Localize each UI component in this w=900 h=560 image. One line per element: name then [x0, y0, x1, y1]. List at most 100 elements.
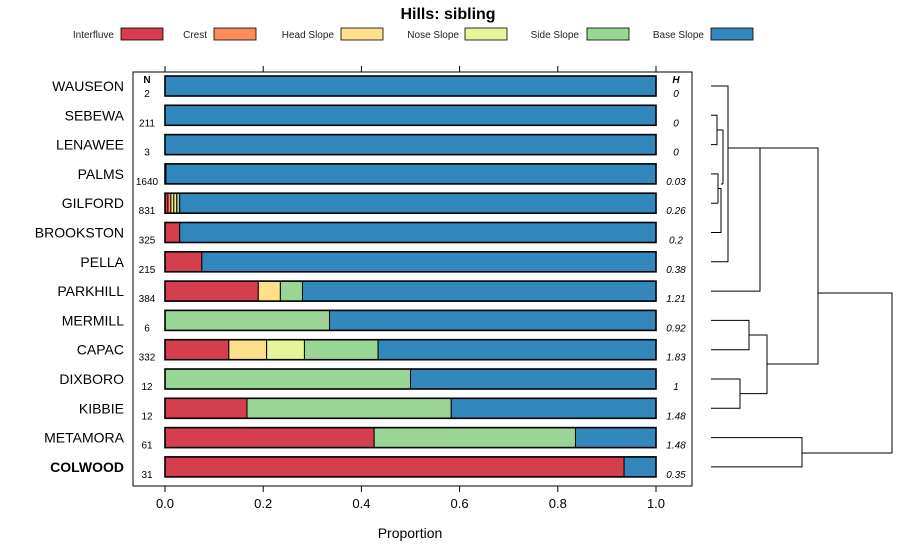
row-n-value: 384	[139, 294, 156, 305]
row-n-value: 831	[139, 206, 156, 217]
bar-row: SEBEWA 211 0	[65, 104, 679, 129]
dendrogram-branch	[711, 114, 718, 146]
row-h-value: 0.35	[666, 470, 686, 481]
row-n-value: 1640	[136, 177, 159, 188]
legend-swatch	[464, 27, 508, 41]
row-n-value: 325	[139, 236, 156, 247]
row-label: SEBEWA	[65, 107, 125, 123]
chart-title: Hills: sibling	[400, 6, 495, 23]
bar-row: BROOKSTON 325 0.2	[35, 221, 683, 247]
x-axis-label: Proportion	[378, 525, 443, 541]
row-n-value: 332	[139, 353, 156, 364]
row-label: KIBBIE	[79, 400, 124, 416]
row-h-value: 1.21	[666, 294, 685, 305]
bar-outline	[164, 280, 657, 302]
row-label: BROOKSTON	[35, 225, 124, 241]
x-tick-label: 1.0	[647, 496, 665, 511]
bar-segment	[164, 397, 248, 419]
n-header: N	[143, 75, 150, 86]
row-h-value: 0	[673, 89, 679, 100]
bar-outline	[164, 456, 657, 478]
row-h-value: 1	[673, 382, 679, 393]
bar-segment	[246, 397, 452, 419]
x-tick-label: 0.6	[451, 496, 469, 511]
bar-segment	[257, 280, 281, 302]
row-label: COLWOOD	[50, 459, 124, 475]
x-tick-label: 0.2	[254, 496, 272, 511]
bar-segment	[373, 427, 576, 449]
dendrogram-branch	[717, 129, 724, 184]
legend-label: Head Slope	[282, 30, 335, 41]
legend-swatch	[710, 27, 754, 41]
bar-row: PARKHILL 384 1.21	[57, 280, 686, 305]
bar-segment	[179, 222, 657, 243]
legend-label: Base Slope	[653, 30, 705, 41]
dendrogram-branch	[760, 147, 819, 365]
legend-label: Nose Slope	[407, 30, 459, 41]
bar-row: COLWOOD 31 0.35	[50, 456, 686, 481]
legend-label: Side Slope	[531, 30, 580, 41]
legend-label: Interfluve	[73, 30, 115, 41]
bar-segment	[228, 339, 268, 361]
row-h-value: 0.92	[666, 323, 686, 334]
bar-segment	[164, 280, 259, 302]
bar-segment	[201, 251, 657, 273]
row-n-value: 211	[139, 118, 155, 129]
row-n-value: 215	[139, 265, 156, 276]
row-h-value: 1.83	[666, 353, 686, 364]
bar-segment	[164, 339, 230, 361]
bar-row: LENAWEE 3 0	[56, 133, 679, 159]
bar-segment	[279, 280, 303, 302]
row-label: CAPAC	[77, 342, 124, 358]
bar-segment	[164, 104, 657, 126]
row-n-value: 12	[141, 411, 153, 422]
dendrogram-branch	[802, 292, 893, 454]
row-h-value: 1.48	[666, 441, 686, 452]
row-label: LENAWEE	[56, 137, 124, 153]
bar-outline	[164, 192, 657, 214]
x-tick-label: 0.8	[549, 496, 567, 511]
row-h-value: 0.03	[666, 177, 686, 188]
bar-segment	[164, 427, 375, 449]
row-h-value: 0	[673, 148, 679, 159]
row-label: WAUSEON	[52, 78, 124, 94]
bar-segment	[574, 427, 657, 449]
row-n-value: 2	[144, 89, 150, 100]
dendrogram-branch	[711, 378, 741, 409]
bar-segment	[164, 75, 657, 97]
bar-outline	[164, 397, 657, 420]
bar-outline	[164, 338, 657, 361]
bar-outline	[164, 368, 657, 390]
dendrogram-branch	[711, 85, 729, 263]
bar-segment	[179, 192, 657, 214]
dendrogram	[711, 85, 893, 468]
bar-outline	[164, 133, 657, 156]
bar-segment	[164, 222, 181, 243]
dendrogram-branch	[740, 334, 768, 395]
row-label: METAMORA	[44, 430, 125, 446]
row-h-value: 0.2	[669, 236, 683, 247]
bar-row: MERMILL 6 0.92	[62, 309, 686, 334]
row-n-value: 3	[144, 148, 150, 159]
bar-row: GILFORD 831 0.26	[62, 192, 686, 217]
bar-outline	[164, 104, 657, 127]
bar-segment	[164, 309, 330, 331]
row-label: PELLA	[80, 254, 124, 270]
bar-segment	[164, 368, 411, 390]
dendrogram-branch	[711, 147, 761, 292]
bar-outline	[164, 426, 657, 449]
bar-outline	[164, 309, 657, 332]
dendrogram-branch	[711, 319, 750, 351]
row-n-value: 6	[144, 323, 150, 334]
bar-segment	[164, 456, 625, 478]
bar-segment	[303, 339, 379, 361]
dendrogram-branch	[711, 173, 719, 204]
bar-segment	[328, 309, 657, 331]
row-label: PALMS	[78, 166, 124, 182]
bar-segment	[410, 368, 657, 390]
bar-segment	[164, 251, 203, 273]
bar-row: PALMS 1640 0.03	[78, 163, 686, 188]
bar-segment	[301, 280, 657, 302]
row-label: MERMILL	[62, 312, 124, 328]
